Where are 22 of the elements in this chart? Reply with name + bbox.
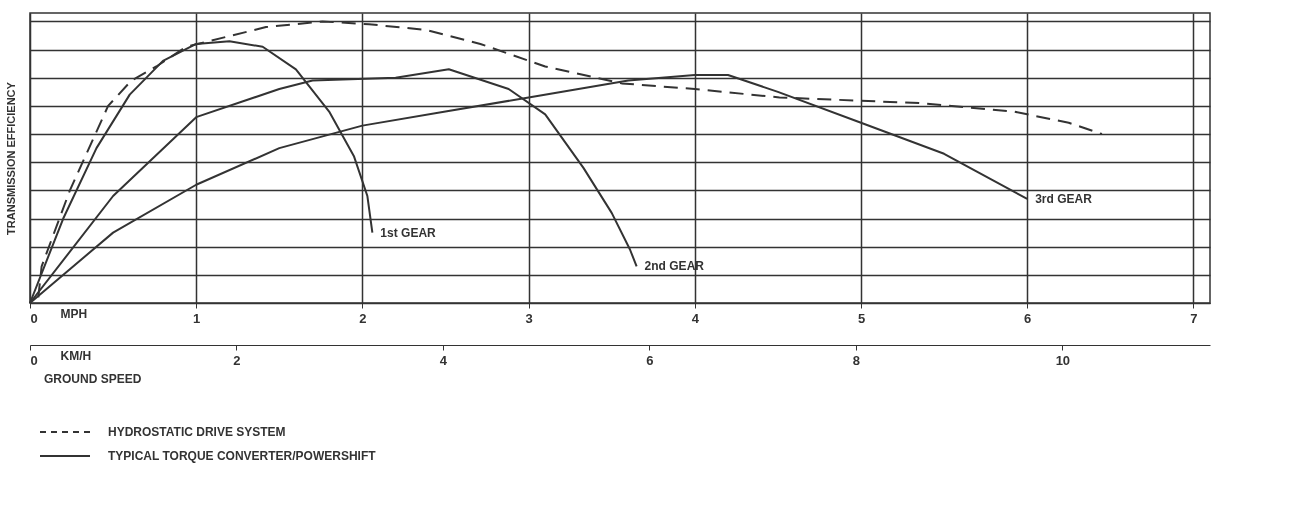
text: TYPICAL TORQUE CONVERTER/POWERSHIFT: [108, 449, 376, 463]
x-tick-label: 4: [691, 310, 700, 326]
x-tick-label: 3: [525, 310, 533, 326]
y-axis-title: TRANSMISSION EFFICIENCY: [4, 81, 17, 235]
x2-tick-label: 6: [646, 352, 654, 368]
x-tick-label: 2: [359, 310, 367, 326]
x2-tick-label: 0: [30, 352, 38, 368]
x-tick-label: 6: [1024, 310, 1032, 326]
x2-tick-label: 10: [1055, 352, 1071, 368]
legend-label: HYDROSTATIC DRIVE SYSTEM: [108, 425, 286, 439]
x2-tick-label: 8: [852, 352, 861, 368]
x2-axis-title: KM/H: [60, 348, 92, 363]
x-tick-label: 1: [193, 310, 201, 326]
x-tick-label: 0: [30, 310, 38, 326]
x2-tick-label: 2: [233, 352, 241, 368]
x2-tick-label: 4: [439, 352, 448, 368]
x-axis-title: MPH: [60, 306, 88, 321]
x-tick-label: 5: [857, 310, 866, 326]
x-tick-label: 7: [1190, 310, 1198, 326]
series-label: 3rd GEAR: [1035, 191, 1093, 206]
series-label: 1st GEAR: [380, 225, 437, 240]
text: GROUND SPEED: [44, 372, 142, 386]
